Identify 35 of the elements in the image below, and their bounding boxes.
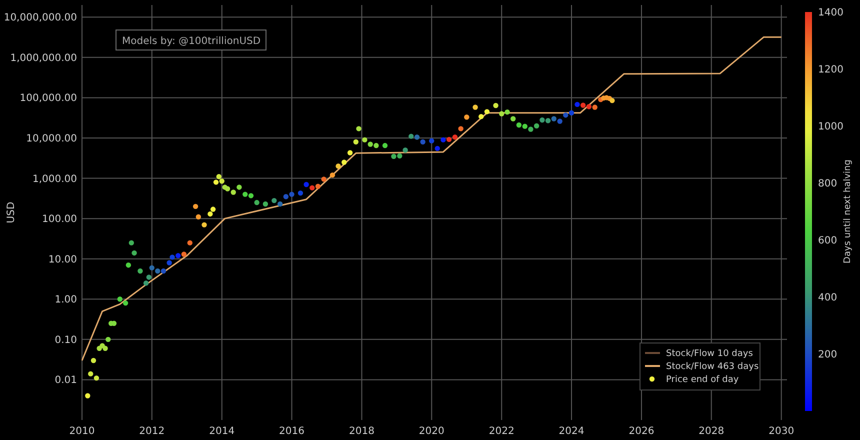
color-bar-label: 1200 [818,64,844,76]
x-tick-label: 2010 [69,426,95,437]
y-tick-label: 0.10 [54,334,77,346]
color-bar-label: 1000 [818,122,844,132]
y-tick-label: 100,000.00 [20,93,77,104]
y-tick-label: 0.01 [54,375,77,386]
color-bar-title: Days until next halving [843,160,853,264]
color-bar-label: 400 [818,292,838,304]
x-tick-label: 2012 [139,426,165,437]
y-tick-label: 1,000.00 [32,174,77,185]
color-bar-label: 1400 [818,8,844,18]
legend-label: Stock/Flow 10 days [666,349,754,360]
y-tick-label: 10,000,000.00 [4,12,77,24]
color-bar-label: 600 [818,236,838,246]
y-tick-label: 10.00 [48,254,77,266]
color-bar-label: 200 [818,350,838,360]
x-tick-label: 2030 [768,426,794,437]
x-tick-label: 2022 [488,426,514,437]
annotation: Models by: @100trillionUSD [122,36,261,47]
y-tick-label: 100.00 [42,214,77,226]
x-tick-label: 2028 [698,426,724,437]
y-axis-title: USD [6,202,17,224]
legend-label: Price end of day [666,375,740,386]
y-tick-label: 1.00 [54,294,77,306]
color-bar-label: 800 [818,178,838,190]
legend-label: Stock/Flow 463 days [666,362,759,372]
y-tick-label: 10,000.00 [26,133,77,144]
x-tick-label: 2014 [209,426,235,437]
x-tick-label: 2026 [628,426,654,437]
x-tick-label: 2020 [418,426,444,437]
line-series [81,36,782,362]
y-tick-label: 1,000,000.00 [10,52,77,64]
x-tick-label: 2018 [349,426,374,437]
x-tick-label: 2024 [558,426,584,437]
x-tick-label: 2016 [279,426,304,437]
